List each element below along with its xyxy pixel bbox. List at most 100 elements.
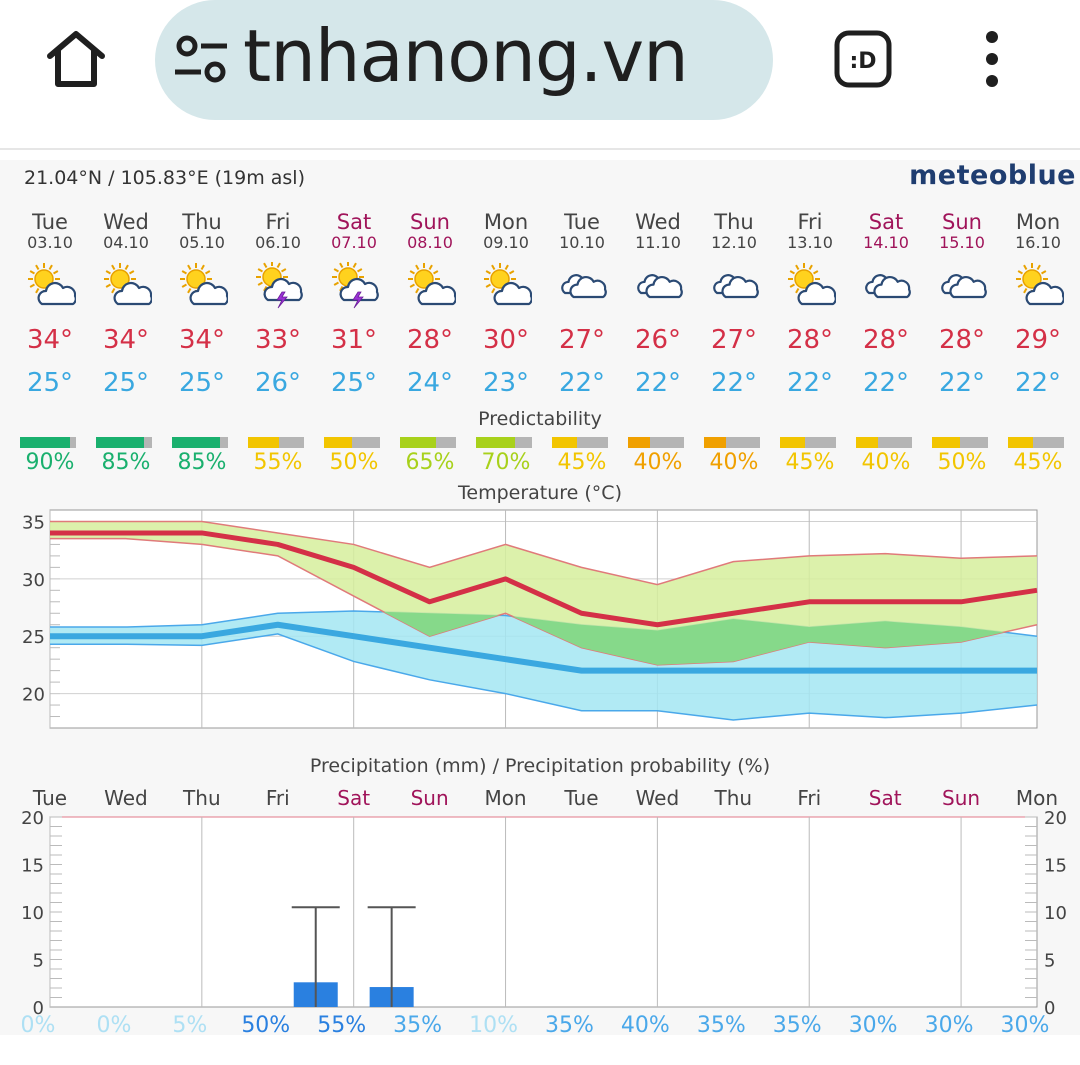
predictability-percent: 45% [785, 450, 835, 475]
max-temperature: 34° [102, 325, 150, 355]
predictability-bar-fill [1008, 437, 1034, 448]
min-temperature: 25° [26, 368, 74, 398]
day-name: Wed [635, 210, 681, 234]
precipitation-probability: 35% [393, 1013, 442, 1035]
min-temperature: 22° [558, 368, 606, 398]
y-tick-label: 30 [22, 570, 45, 591]
min-temperature: 22° [710, 368, 758, 398]
y-tick-label-right: 20 [1044, 808, 1067, 829]
precipitation-probability: 5% [172, 1013, 207, 1035]
predictability-bar [400, 437, 456, 448]
temperature-chart: 35 30 25 20 [22, 509, 1038, 729]
min-temperature: 25° [330, 368, 378, 398]
precipitation-probability: 35% [545, 1013, 594, 1035]
predictability-bar [1008, 437, 1064, 448]
min-temperature: 22° [938, 368, 986, 398]
day-date: 08.10 [407, 233, 453, 252]
precipitation-chart-title: Precipitation (mm) / Precipitation proba… [309, 755, 771, 777]
precipitation-probability: 50% [241, 1013, 290, 1035]
predictability-bar [172, 437, 228, 448]
precip-day-label: Wed [636, 786, 680, 810]
predictability-percent: 50% [329, 450, 379, 475]
predictability-bar [476, 437, 532, 448]
predictability-bar-fill [932, 437, 960, 448]
day-date: 07.10 [331, 233, 377, 252]
precipitation-chart: Tue Wed Thu Fri Sat Sun Mon Tue Wed Thu Fri Sat Sun M… [21, 786, 1067, 1035]
cloudy-icon [561, 274, 607, 299]
sun-cloud-icon [180, 263, 228, 306]
predictability-bar-fill [248, 437, 279, 448]
home-icon [47, 31, 105, 87]
y-tick-label: 25 [22, 627, 45, 648]
browser-toolbar: tnhanong.vn :D [0, 0, 1080, 150]
predictability-bar [248, 437, 304, 448]
predictability-bar-fill [552, 437, 578, 448]
precip-day-label: Thu [182, 786, 221, 810]
cloudy-icon [941, 274, 987, 299]
sun-cloud-icon [28, 263, 76, 306]
min-temperature: 26° [254, 368, 302, 398]
min-temperature-band-low-edge [50, 633, 1038, 721]
precip-day-label: Tue [32, 786, 67, 810]
day-name: Mon [483, 210, 529, 234]
day-name: Sat [336, 210, 372, 234]
precipitation-probability: 10% [469, 1013, 518, 1035]
precipitation-plot-area [49, 816, 1038, 1008]
predictability-bar-fill [96, 437, 144, 448]
url-text[interactable]: tnhanong.vn [243, 14, 689, 98]
day-date: 14.10 [863, 233, 909, 252]
sun-cloud-icon [788, 263, 836, 306]
day-name: Tue [32, 210, 68, 234]
day-date: 13.10 [787, 233, 833, 252]
predictability-bar [96, 437, 152, 448]
sun-cloud-icon [1016, 263, 1064, 306]
predictability-percent: 40% [709, 450, 759, 475]
y-tick-label: 20 [22, 685, 45, 706]
cloudy-icon [865, 274, 911, 299]
max-temperature: 27° [558, 325, 606, 355]
precip-day-label: Mon [1016, 786, 1058, 810]
max-temperature: 30° [482, 325, 530, 355]
max-temperature: 28° [862, 325, 910, 355]
predictability-bar [780, 437, 836, 448]
meteogram-widget: 21.04°N / 105.83°E (19m asl) meteoblue T… [0, 160, 1080, 1035]
predictability-percent: 50% [937, 450, 987, 475]
more-menu-button[interactable] [968, 28, 1016, 90]
day-name: Wed [103, 210, 149, 234]
predictability-bar [324, 437, 380, 448]
precipitation-probability: 35% [697, 1013, 746, 1035]
site-settings-icon[interactable] [171, 32, 231, 88]
address-bar[interactable]: tnhanong.vn [155, 0, 773, 120]
day-name: Fri [265, 210, 291, 234]
home-button[interactable] [40, 22, 112, 94]
min-temperature: 24° [406, 368, 454, 398]
min-temperature: 22° [634, 368, 682, 398]
more-vert-icon [986, 31, 998, 87]
predictability-percent: 85% [177, 450, 227, 475]
y-tick-label-right: 5 [1044, 951, 1055, 972]
y-tick-label-left: 0 [33, 998, 44, 1019]
cloudy-icon [713, 274, 759, 299]
y-tick-label: 35 [22, 512, 45, 533]
meteoblue-logo[interactable]: meteoblue [909, 160, 1076, 191]
day-name: Sun [410, 210, 450, 234]
day-date: 05.10 [179, 233, 225, 252]
min-temperature: 25° [178, 368, 226, 398]
predictability-bar [704, 437, 760, 448]
day-name: Thu [182, 210, 222, 234]
day-date: 10.10 [559, 233, 605, 252]
day-name: Sun [942, 210, 982, 234]
predictability-percent: 40% [861, 450, 911, 475]
min-temperature: 25° [102, 368, 150, 398]
min-temperature: 22° [786, 368, 834, 398]
predictability-bar-fill [628, 437, 651, 448]
predictability-bar [20, 437, 76, 448]
temperature-chart-title: Temperature (°C) [458, 482, 622, 504]
sun-cloud-icon [104, 263, 152, 306]
extension-button[interactable]: :D [832, 28, 894, 90]
thunderstorm-icon [256, 262, 303, 309]
precipitation-probability: 30% [849, 1013, 898, 1035]
precipitation-probability: 0% [21, 1013, 56, 1035]
thunderstorm-icon [332, 262, 379, 309]
y-tick-label-right: 10 [1044, 903, 1067, 924]
